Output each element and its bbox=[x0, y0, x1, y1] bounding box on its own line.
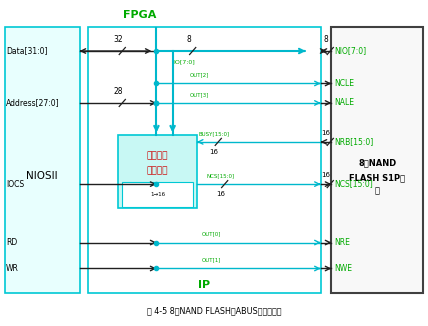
Bar bbox=[331, 27, 423, 293]
Text: NIO[7:0]: NIO[7:0] bbox=[335, 47, 367, 55]
Text: IOCS: IOCS bbox=[6, 180, 24, 189]
Text: NCS[15:0]: NCS[15:0] bbox=[206, 173, 235, 178]
Text: 28: 28 bbox=[113, 87, 123, 96]
Text: 块: 块 bbox=[374, 186, 380, 195]
Bar bbox=[122, 183, 193, 207]
Text: NIOSII: NIOSII bbox=[27, 171, 58, 181]
Text: NWE: NWE bbox=[335, 264, 353, 273]
Text: 32: 32 bbox=[113, 35, 123, 44]
Text: 8: 8 bbox=[186, 35, 191, 44]
Text: OUT[1]: OUT[1] bbox=[202, 258, 222, 263]
Text: NCS[15:0]: NCS[15:0] bbox=[335, 180, 374, 189]
Bar bbox=[5, 27, 80, 293]
Text: 图 4-5 8位NAND FLASH的ABUS接口设计图: 图 4-5 8位NAND FLASH的ABUS接口设计图 bbox=[147, 306, 281, 315]
Text: OUT[3]: OUT[3] bbox=[189, 92, 209, 97]
Text: OUT[2]: OUT[2] bbox=[189, 73, 209, 78]
Text: FLASH S1P模: FLASH S1P模 bbox=[349, 173, 405, 182]
Text: 16: 16 bbox=[216, 191, 225, 197]
Text: IP: IP bbox=[198, 280, 211, 290]
Text: OUT[0]: OUT[0] bbox=[202, 232, 222, 237]
Text: IO[7:0]: IO[7:0] bbox=[173, 59, 195, 64]
Text: 16: 16 bbox=[321, 172, 330, 178]
Text: Address[27:0]: Address[27:0] bbox=[6, 98, 60, 108]
Text: 1→16: 1→16 bbox=[150, 192, 165, 197]
Text: FPGA: FPGA bbox=[123, 10, 156, 20]
Text: WR: WR bbox=[6, 264, 19, 273]
Text: NRB[15:0]: NRB[15:0] bbox=[335, 137, 374, 146]
Text: NALE: NALE bbox=[335, 98, 355, 108]
Text: BUSY[15:0]: BUSY[15:0] bbox=[199, 131, 229, 136]
Text: Data[31:0]: Data[31:0] bbox=[6, 47, 48, 55]
Text: NCLE: NCLE bbox=[335, 79, 355, 88]
Text: 态奇存器: 态奇存器 bbox=[147, 166, 168, 175]
Text: 16: 16 bbox=[321, 130, 330, 136]
Text: 片选和状: 片选和状 bbox=[147, 151, 168, 160]
Bar bbox=[88, 27, 321, 293]
Text: 8位NAND: 8位NAND bbox=[358, 158, 396, 168]
Bar bbox=[118, 135, 197, 208]
Text: 16: 16 bbox=[209, 149, 219, 155]
Text: 8: 8 bbox=[324, 35, 328, 44]
Text: RD: RD bbox=[6, 238, 18, 247]
Text: NRE: NRE bbox=[335, 238, 351, 247]
